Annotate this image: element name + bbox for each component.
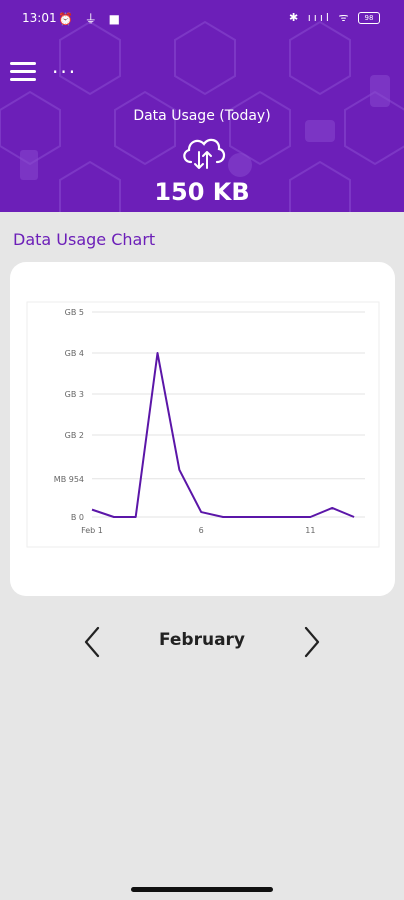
y-tick-label: B 0	[71, 513, 84, 522]
series-line	[91, 352, 355, 518]
status-bar: 13:01 ⏰ ⏚ ■ ✱ ıııl ᯤ 98	[0, 0, 404, 38]
header: 13:01 ⏰ ⏚ ■ ✱ ıııl ᯤ 98 ··· Data Usage (…	[0, 0, 404, 212]
x-tick-label: Feb 1	[81, 526, 103, 535]
status-notification-icons: ⏰ ⏚ ■	[58, 12, 124, 26]
chevron-right-icon[interactable]	[296, 624, 326, 660]
chart-card: B 0 MB 954 GB 2 GB 3 GB 4 GB 5 Feb 1 6 11	[10, 262, 395, 596]
cloud-transfer-icon	[183, 138, 226, 169]
status-system-icons: ✱ ıııl ᯤ 98	[289, 10, 380, 25]
usage-value: 150 KB	[154, 178, 250, 206]
x-tick-label: 11	[305, 526, 315, 535]
hamburger-menu-icon[interactable]	[10, 62, 38, 84]
signal-wifi-icons: ✱ ıııl ᯤ	[289, 11, 352, 24]
y-tick-label: GB 4	[65, 349, 84, 358]
y-tick-label: GB 3	[65, 390, 84, 399]
section-title: Data Usage Chart	[13, 230, 156, 249]
y-tick-label: GB 2	[65, 431, 84, 440]
x-tick-label: 6	[199, 526, 204, 535]
header-background-pattern	[0, 20, 404, 212]
status-time: 13:01	[22, 11, 57, 25]
battery-icon: 98	[358, 12, 380, 24]
chart-frame	[26, 301, 380, 548]
home-indicator	[131, 887, 273, 892]
month-navigation: February	[0, 620, 404, 664]
usage-label: Data Usage (Today)	[133, 108, 271, 124]
more-options-icon[interactable]: ···	[52, 60, 78, 84]
data-usage-chart: B 0 MB 954 GB 2 GB 3 GB 4 GB 5 Feb 1 6 11	[26, 301, 380, 548]
month-label: February	[158, 630, 246, 650]
y-tick-label: MB 954	[54, 475, 84, 484]
y-tick-label: GB 5	[65, 308, 84, 317]
chevron-left-icon[interactable]	[78, 624, 108, 660]
